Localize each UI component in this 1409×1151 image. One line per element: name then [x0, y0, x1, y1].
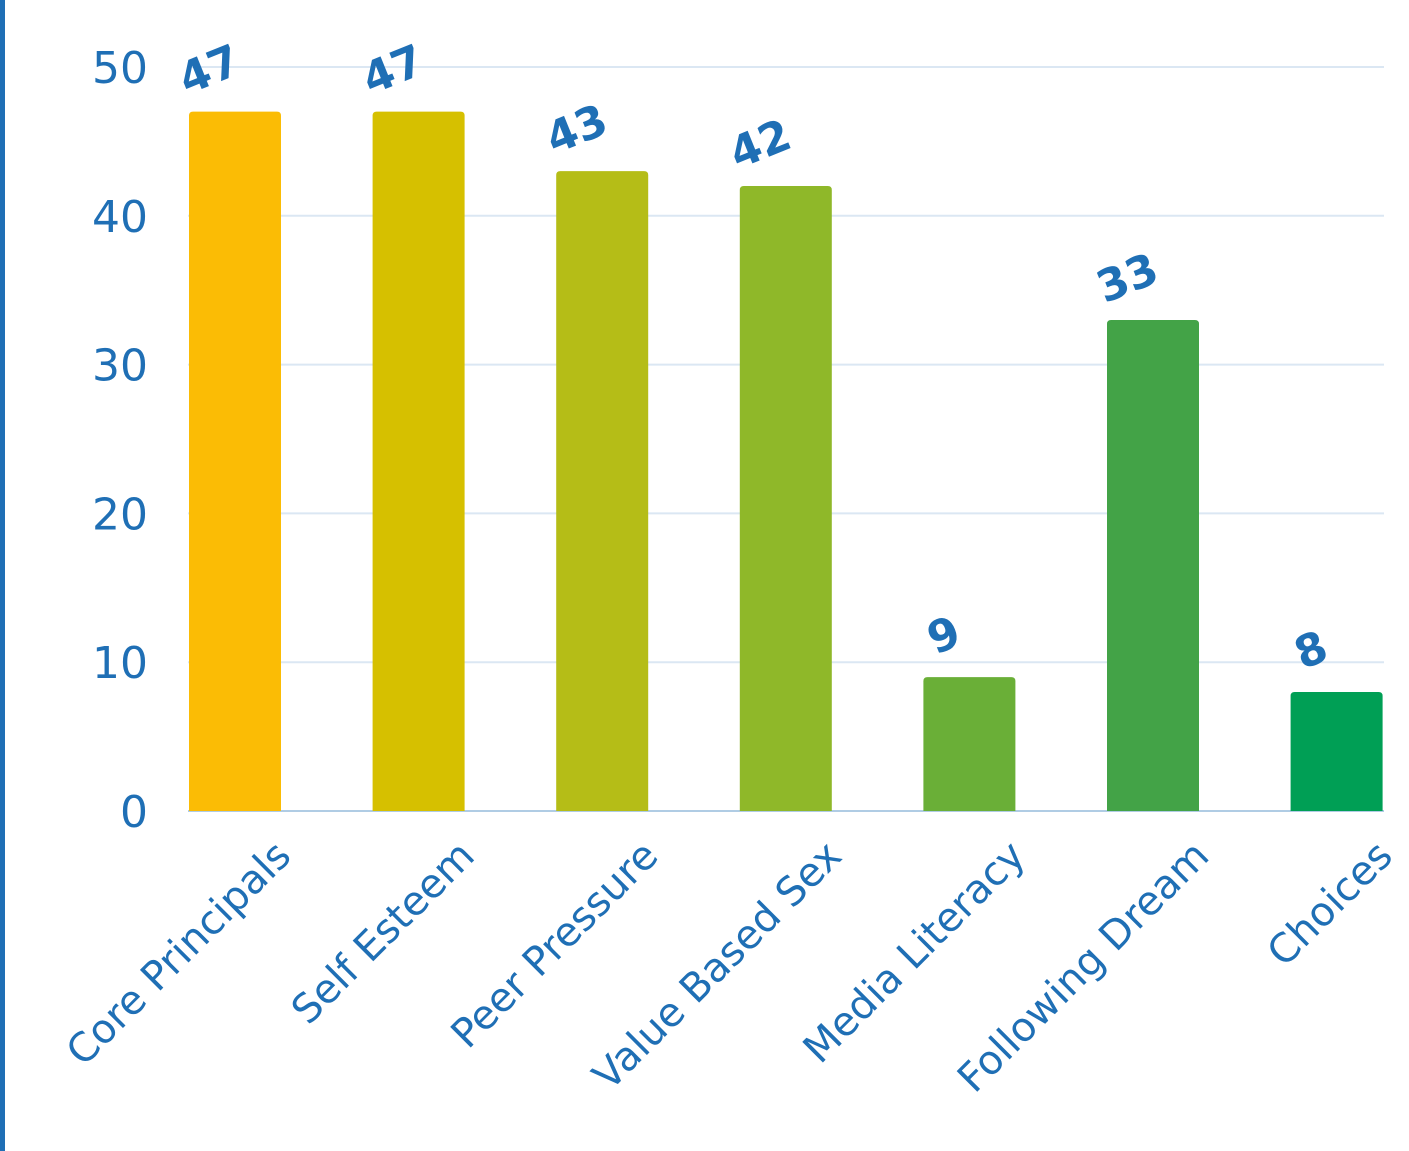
category-label-0: Core Principals — [58, 833, 300, 1075]
bar-4 — [923, 677, 1016, 811]
value-label-1: 47 — [355, 35, 431, 105]
bar-6 — [1290, 691, 1383, 811]
y-axis-ticks: 0 10 20 30 40 50 — [92, 43, 148, 838]
value-label-2: 43 — [539, 95, 615, 165]
left-frame-border — [0, 0, 5, 1151]
bar-0 — [189, 111, 281, 811]
y-tick-label-10: 10 — [92, 638, 148, 689]
y-tick-label-0: 0 — [120, 787, 148, 838]
bar-2 — [556, 171, 649, 811]
y-tick-label-50: 50 — [92, 43, 148, 94]
bar-5 — [1107, 319, 1199, 811]
category-label-1: Self Esteem — [283, 833, 484, 1034]
y-tick-label-20: 20 — [92, 489, 148, 540]
value-label-6: 8 — [1287, 621, 1334, 680]
value-label-3: 42 — [722, 109, 798, 179]
bar-3 — [739, 186, 832, 812]
category-label-6: Choices — [1259, 833, 1402, 976]
y-tick-label-40: 40 — [92, 192, 148, 243]
value-label-5: 33 — [1090, 243, 1166, 313]
bars — [189, 111, 1383, 812]
y-tick-label-30: 30 — [92, 341, 148, 392]
value-label-0: 47 — [172, 35, 248, 105]
bar-1 — [372, 111, 465, 811]
value-label-4: 9 — [920, 606, 967, 665]
